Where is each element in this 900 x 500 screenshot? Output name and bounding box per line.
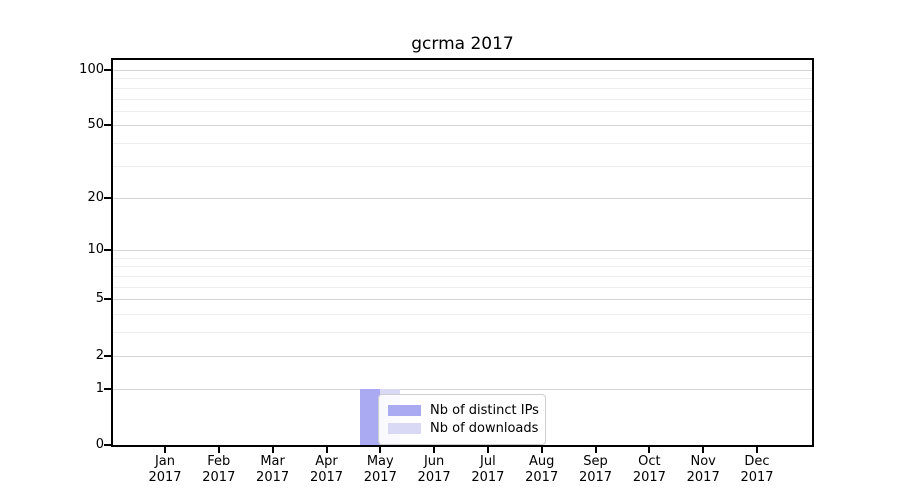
bar-nb-of-distinct-ips <box>360 388 381 445</box>
x-tick-mark <box>379 447 382 453</box>
y-tick-mark <box>104 298 111 301</box>
legend-row: Nb of distinct IPs <box>388 402 539 419</box>
legend-swatch-icon <box>388 405 421 416</box>
gridline-minor <box>113 286 812 288</box>
x-tick-mark <box>702 447 705 453</box>
x-tick-label: Jan 2017 <box>148 454 182 485</box>
gridline-minor <box>113 257 812 259</box>
y-tick-label: 2 <box>95 347 104 363</box>
gridline-minor <box>113 276 812 277</box>
y-tick-label: 20 <box>87 189 104 205</box>
x-tick-mark <box>217 447 220 453</box>
x-tick-mark <box>271 447 274 453</box>
y-tick-label: 0 <box>95 437 104 452</box>
y-tick-mark <box>104 444 111 446</box>
chart-title: gcrma 2017 <box>411 34 514 54</box>
y-tick-mark <box>104 387 111 390</box>
gridline-major <box>113 355 812 357</box>
x-tick-mark <box>164 447 166 453</box>
y-tick-mark <box>104 68 111 71</box>
gridline-major <box>113 197 812 199</box>
gridline-major <box>113 250 812 252</box>
x-tick-label: Jun 2017 <box>417 454 451 485</box>
x-tick-label: Oct 2017 <box>632 454 666 485</box>
plot-area <box>113 60 812 445</box>
x-tick-mark <box>756 447 758 453</box>
x-tick-label: Mar 2017 <box>256 454 290 485</box>
legend-row: Nb of downloads <box>388 420 539 437</box>
gridline-minor <box>113 87 812 89</box>
x-tick-mark <box>325 447 328 453</box>
y-tick-mark <box>104 124 111 127</box>
gridline-major <box>113 69 812 71</box>
x-tick-mark <box>486 447 489 453</box>
legend-label: Nb of downloads <box>430 421 539 436</box>
gridline-major <box>113 125 812 127</box>
gridline-minor <box>113 165 812 167</box>
gridline-minor <box>113 266 812 268</box>
x-tick-label: Dec 2017 <box>740 454 774 485</box>
gridline-minor <box>113 314 812 316</box>
gridline-major <box>113 388 812 390</box>
x-tick-label: Apr 2017 <box>309 454 344 485</box>
legend-swatch-icon <box>388 423 421 434</box>
y-tick-label: 5 <box>95 291 104 307</box>
x-tick-mark <box>594 447 597 453</box>
y-tick-mark <box>104 249 111 252</box>
x-tick-label: Nov 2017 <box>686 454 720 485</box>
y-tick-label: 1 <box>95 380 104 396</box>
y-tick-label: 50 <box>87 117 104 133</box>
y-tick-mark <box>104 196 111 199</box>
x-tick-mark <box>433 447 436 453</box>
x-tick-label: May 2017 <box>363 454 397 485</box>
y-tick-label: 100 <box>79 61 104 77</box>
x-tick-label: Jul 2017 <box>471 454 505 485</box>
gridline-minor <box>113 110 812 112</box>
gridline-minor <box>113 332 812 334</box>
gridline-major <box>113 299 812 301</box>
x-tick-label: Aug 2017 <box>525 454 559 485</box>
x-tick-label: Feb 2017 <box>202 454 236 485</box>
gridline-minor <box>113 78 812 80</box>
gridline-minor <box>113 143 812 145</box>
gridline-minor <box>113 98 812 100</box>
x-tick-mark <box>648 447 651 453</box>
x-tick-mark <box>540 447 543 453</box>
y-tick-mark <box>104 354 111 357</box>
legend: Nb of distinct IPs Nb of downloads <box>378 394 546 445</box>
x-tick-label: Sep 2017 <box>578 454 613 485</box>
legend-label: Nb of distinct IPs <box>430 403 539 418</box>
y-tick-label: 10 <box>87 242 104 258</box>
